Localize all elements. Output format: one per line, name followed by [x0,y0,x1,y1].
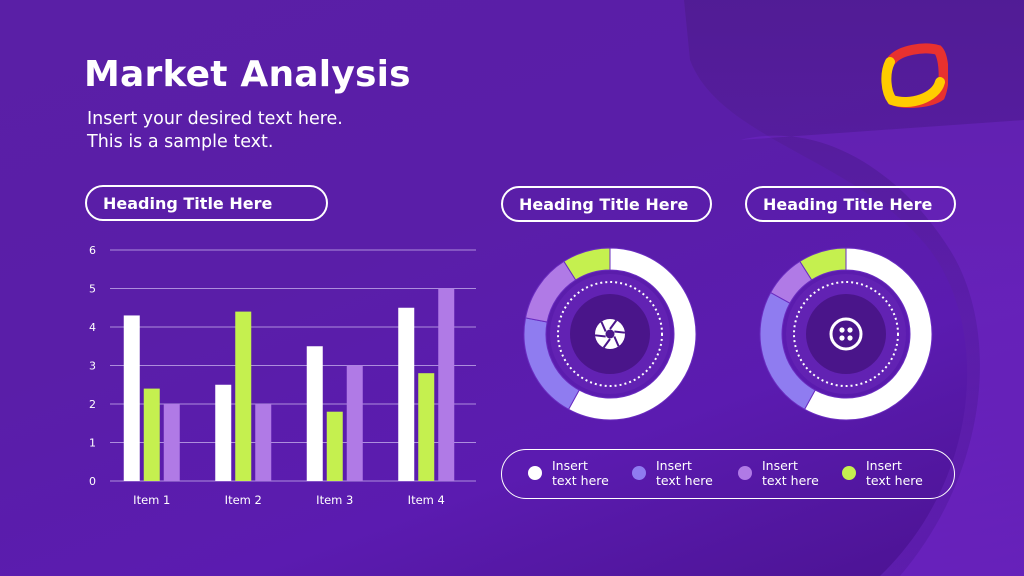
x-tick-label: Item 2 [225,493,262,507]
donut-slice [799,247,847,281]
x-tick-label: Item 1 [133,493,170,507]
slide-subtitle: Insert your desired text here. This is a… [87,108,343,154]
legend-item: Insert text here [738,458,819,488]
bar [418,373,435,481]
slide-title: Market Analysis [84,54,411,95]
bar [398,307,415,481]
y-tick-label: 1 [89,437,96,450]
heading-label: Heading Title Here [103,193,273,213]
legend-line: Insert [762,458,798,473]
button-hole [839,327,845,333]
bar-chart: 0 1 2 3 4 5 6 Item 1 Item 2 Item 3 Item 4 [89,244,476,507]
aperture-blade [614,330,626,334]
legend-line: Insert [866,458,902,473]
aperture-blade [613,336,620,347]
legend-label: Insert text here [552,458,609,488]
y-tick-label: 5 [89,283,96,296]
bar [215,384,232,481]
legend-dot [842,466,856,480]
donut-slice [803,247,933,421]
x-tick-label: Item 3 [316,493,353,507]
legend-line: text here [552,473,609,488]
aperture-hole [605,329,615,339]
button-hole [847,335,853,341]
legend-dot [528,466,542,480]
bar [123,315,140,481]
legend-item: Insert text here [528,458,609,488]
dotted-ring [793,281,899,387]
legend-line: text here [762,473,819,488]
donut-slice [563,247,611,281]
bar [438,288,455,481]
bar [306,346,323,481]
button-hole [839,335,845,341]
button-rim [829,317,863,351]
heading-pill-donut-2: Heading Title Here [745,186,956,222]
donut-chart-2 [759,247,933,421]
legend-dot [738,466,752,480]
donut-chart-1 [523,247,697,421]
button-icon [829,317,863,351]
bar [143,388,160,481]
bar [255,404,272,481]
y-tick-label: 3 [89,360,96,373]
aperture-blade [602,338,611,349]
heading-pill-donut-1: Heading Title Here [501,186,712,222]
subtitle-line: This is a sample text. [87,132,274,152]
legend: Insert text here Insert text here Insert… [501,449,955,499]
aperture-blade [594,334,606,338]
dotted-ring [557,281,663,387]
y-tick-label: 2 [89,398,96,411]
heading-label: Heading Title Here [519,194,689,214]
legend-line: text here [656,473,713,488]
heading-label: Heading Title Here [763,194,933,214]
legend-line: Insert [552,458,588,473]
aperture-blade [609,319,618,330]
y-tick-label: 6 [89,244,96,257]
y-tick-label: 0 [89,475,96,488]
bar [163,404,180,481]
bar [326,411,343,481]
y-tick-label: 4 [89,321,96,334]
legend-item: Insert text here [632,458,713,488]
legend-label: Insert text here [866,458,923,488]
legend-label: Insert text here [762,458,819,488]
x-tick-label: Item 4 [408,493,445,507]
button-hole [847,327,853,333]
legend-label: Insert text here [656,458,713,488]
logo-icon [881,43,948,108]
bar [235,311,252,481]
legend-line: Insert [656,458,692,473]
legend-item: Insert text here [842,458,923,488]
heading-pill-bar-chart: Heading Title Here [85,185,328,221]
donut-center [806,294,886,374]
legend-line: text here [866,473,923,488]
aperture-blade [600,321,607,332]
bar [346,365,363,481]
donut-slice [567,247,697,421]
subtitle-line: Insert your desired text here. [87,109,343,129]
camera-aperture-icon [594,319,626,349]
legend-dot [632,466,646,480]
